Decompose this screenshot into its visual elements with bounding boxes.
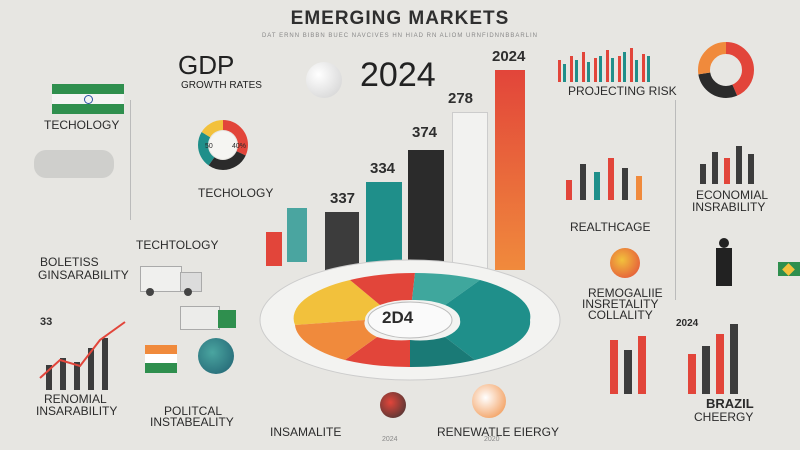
- year-right: 2024: [676, 318, 699, 329]
- ball-icon-2: [380, 392, 406, 418]
- cheergy-label: CHEERGY: [694, 410, 754, 424]
- divider-1: [130, 100, 131, 220]
- top-right-bars: [558, 48, 650, 82]
- economial-bars: [700, 146, 754, 184]
- techology-label-2: TECHOLOGY: [198, 186, 274, 200]
- brazil-label: BRAZIL: [706, 396, 754, 411]
- year-big: 2024: [360, 56, 436, 94]
- person-icon: [716, 238, 732, 286]
- techology-label-3: TECHTOLOGY: [136, 238, 219, 252]
- boletiss-label: BOLETISS: [40, 255, 99, 269]
- realthcage-label: REALTHCAGE: [570, 220, 651, 234]
- techology-label-1: TECHOLOGY: [44, 118, 120, 132]
- insrability-label: INSRABILITY: [692, 200, 766, 214]
- ball-icon: [306, 62, 342, 98]
- ball-icon-3: [472, 384, 506, 418]
- instabeality-label: INSTABEALITY: [150, 415, 234, 429]
- truck-icon: [140, 258, 204, 296]
- globe-icon-2: [610, 248, 640, 278]
- realthcare-bars: [566, 158, 642, 200]
- gdp-label: GDP: [178, 50, 235, 80]
- insretality-label: INSRETALITY: [582, 297, 659, 311]
- top-right-donut: [698, 42, 754, 98]
- left-line-chart: [39, 321, 126, 390]
- india-flag-2: [145, 345, 177, 373]
- renomial-label: RENOMIAL: [44, 392, 107, 406]
- num-33: 33: [40, 316, 53, 328]
- bar-dark: [408, 150, 444, 275]
- bar-small-teal: [287, 208, 307, 262]
- page-subtitle: DAT ERNN BIBBN BUEC NAVCIVES HN HIAD RN …: [261, 33, 539, 39]
- pie-label-a: 50: [205, 143, 213, 150]
- remogaliie-label: REMOGALIIE: [588, 286, 663, 300]
- page-title: EMERGING MARKETS: [290, 8, 510, 29]
- brazil-flag: [778, 262, 800, 276]
- world-map-icon: [34, 150, 114, 178]
- small-donut-chart: [198, 120, 248, 170]
- num-278: 278: [448, 90, 474, 107]
- insarability-label: INSARABILITY: [36, 404, 118, 418]
- projecting-risk-label: PROJECTING RISK: [568, 84, 677, 98]
- politcal-label: POLITCAL: [164, 404, 223, 418]
- globe-icon: [198, 338, 234, 374]
- renewatle-eiergy-label: RENEWATLE EIERGY: [437, 425, 560, 439]
- divider-2: [675, 100, 676, 300]
- num-337: 337: [330, 190, 356, 207]
- collality-label: COLLALITY: [588, 308, 653, 322]
- bar-white: [452, 112, 488, 274]
- num-374: 374: [412, 124, 438, 141]
- central-donut: [259, 259, 561, 381]
- growth-rates-label: GROWTH RATES: [181, 80, 262, 91]
- india-flag: [52, 84, 124, 114]
- insamalite-label: INSAMALITE: [270, 425, 342, 439]
- pie-label-b: 40%: [232, 143, 247, 150]
- year-bottom: 2024: [382, 436, 398, 443]
- bar-small-red: [266, 232, 282, 266]
- year-bottom2: 2020: [484, 436, 500, 443]
- truck-icon-2: [180, 300, 240, 334]
- num-334: 334: [370, 160, 396, 177]
- bottom-right-bars: [610, 324, 738, 394]
- ginsarability-label: GINSARABILITY: [38, 268, 129, 282]
- center-year: 2D4: [382, 308, 414, 327]
- year-small: 2024: [492, 48, 526, 65]
- bar-red: [495, 70, 525, 270]
- economial-label: ECONOMIAL: [696, 188, 769, 202]
